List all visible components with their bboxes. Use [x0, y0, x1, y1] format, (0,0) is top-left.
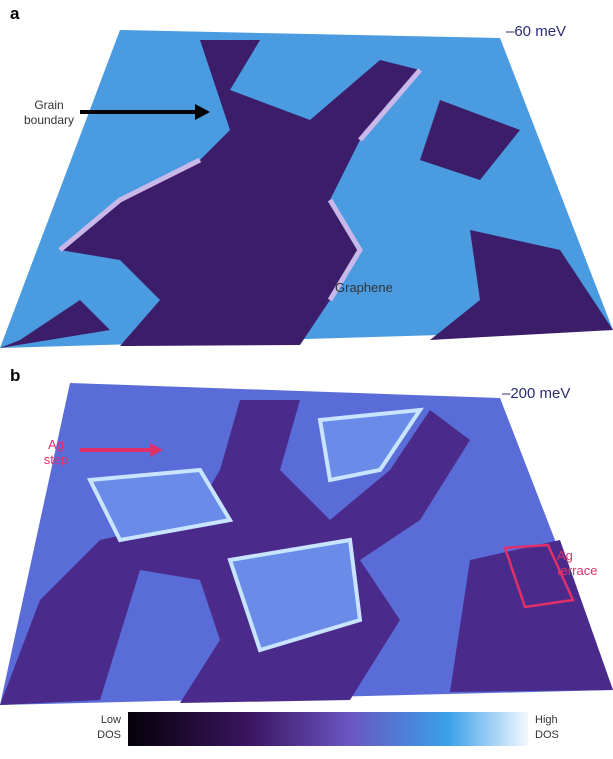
energy-label: –60 meV	[506, 24, 566, 39]
colorbar	[128, 712, 528, 746]
annotation: Ag terrace	[557, 548, 613, 578]
figure: a –60 meV Grain boundary Graphene b –200…	[0, 0, 613, 759]
colorbar-low-label: Low DOS	[85, 713, 121, 743]
annotation: Graphene	[335, 280, 393, 295]
panel-label: a	[10, 6, 19, 21]
annotation: Ag step	[38, 437, 74, 467]
panel-b-surface	[0, 383, 613, 705]
annotation: Grain boundary	[16, 98, 82, 128]
energy-label: –200 meV	[502, 386, 570, 401]
panel-label: b	[10, 368, 20, 383]
colorbar-high-label: High DOS	[535, 713, 571, 743]
panel-a-surface	[0, 30, 613, 348]
figure-graphics	[0, 0, 613, 759]
